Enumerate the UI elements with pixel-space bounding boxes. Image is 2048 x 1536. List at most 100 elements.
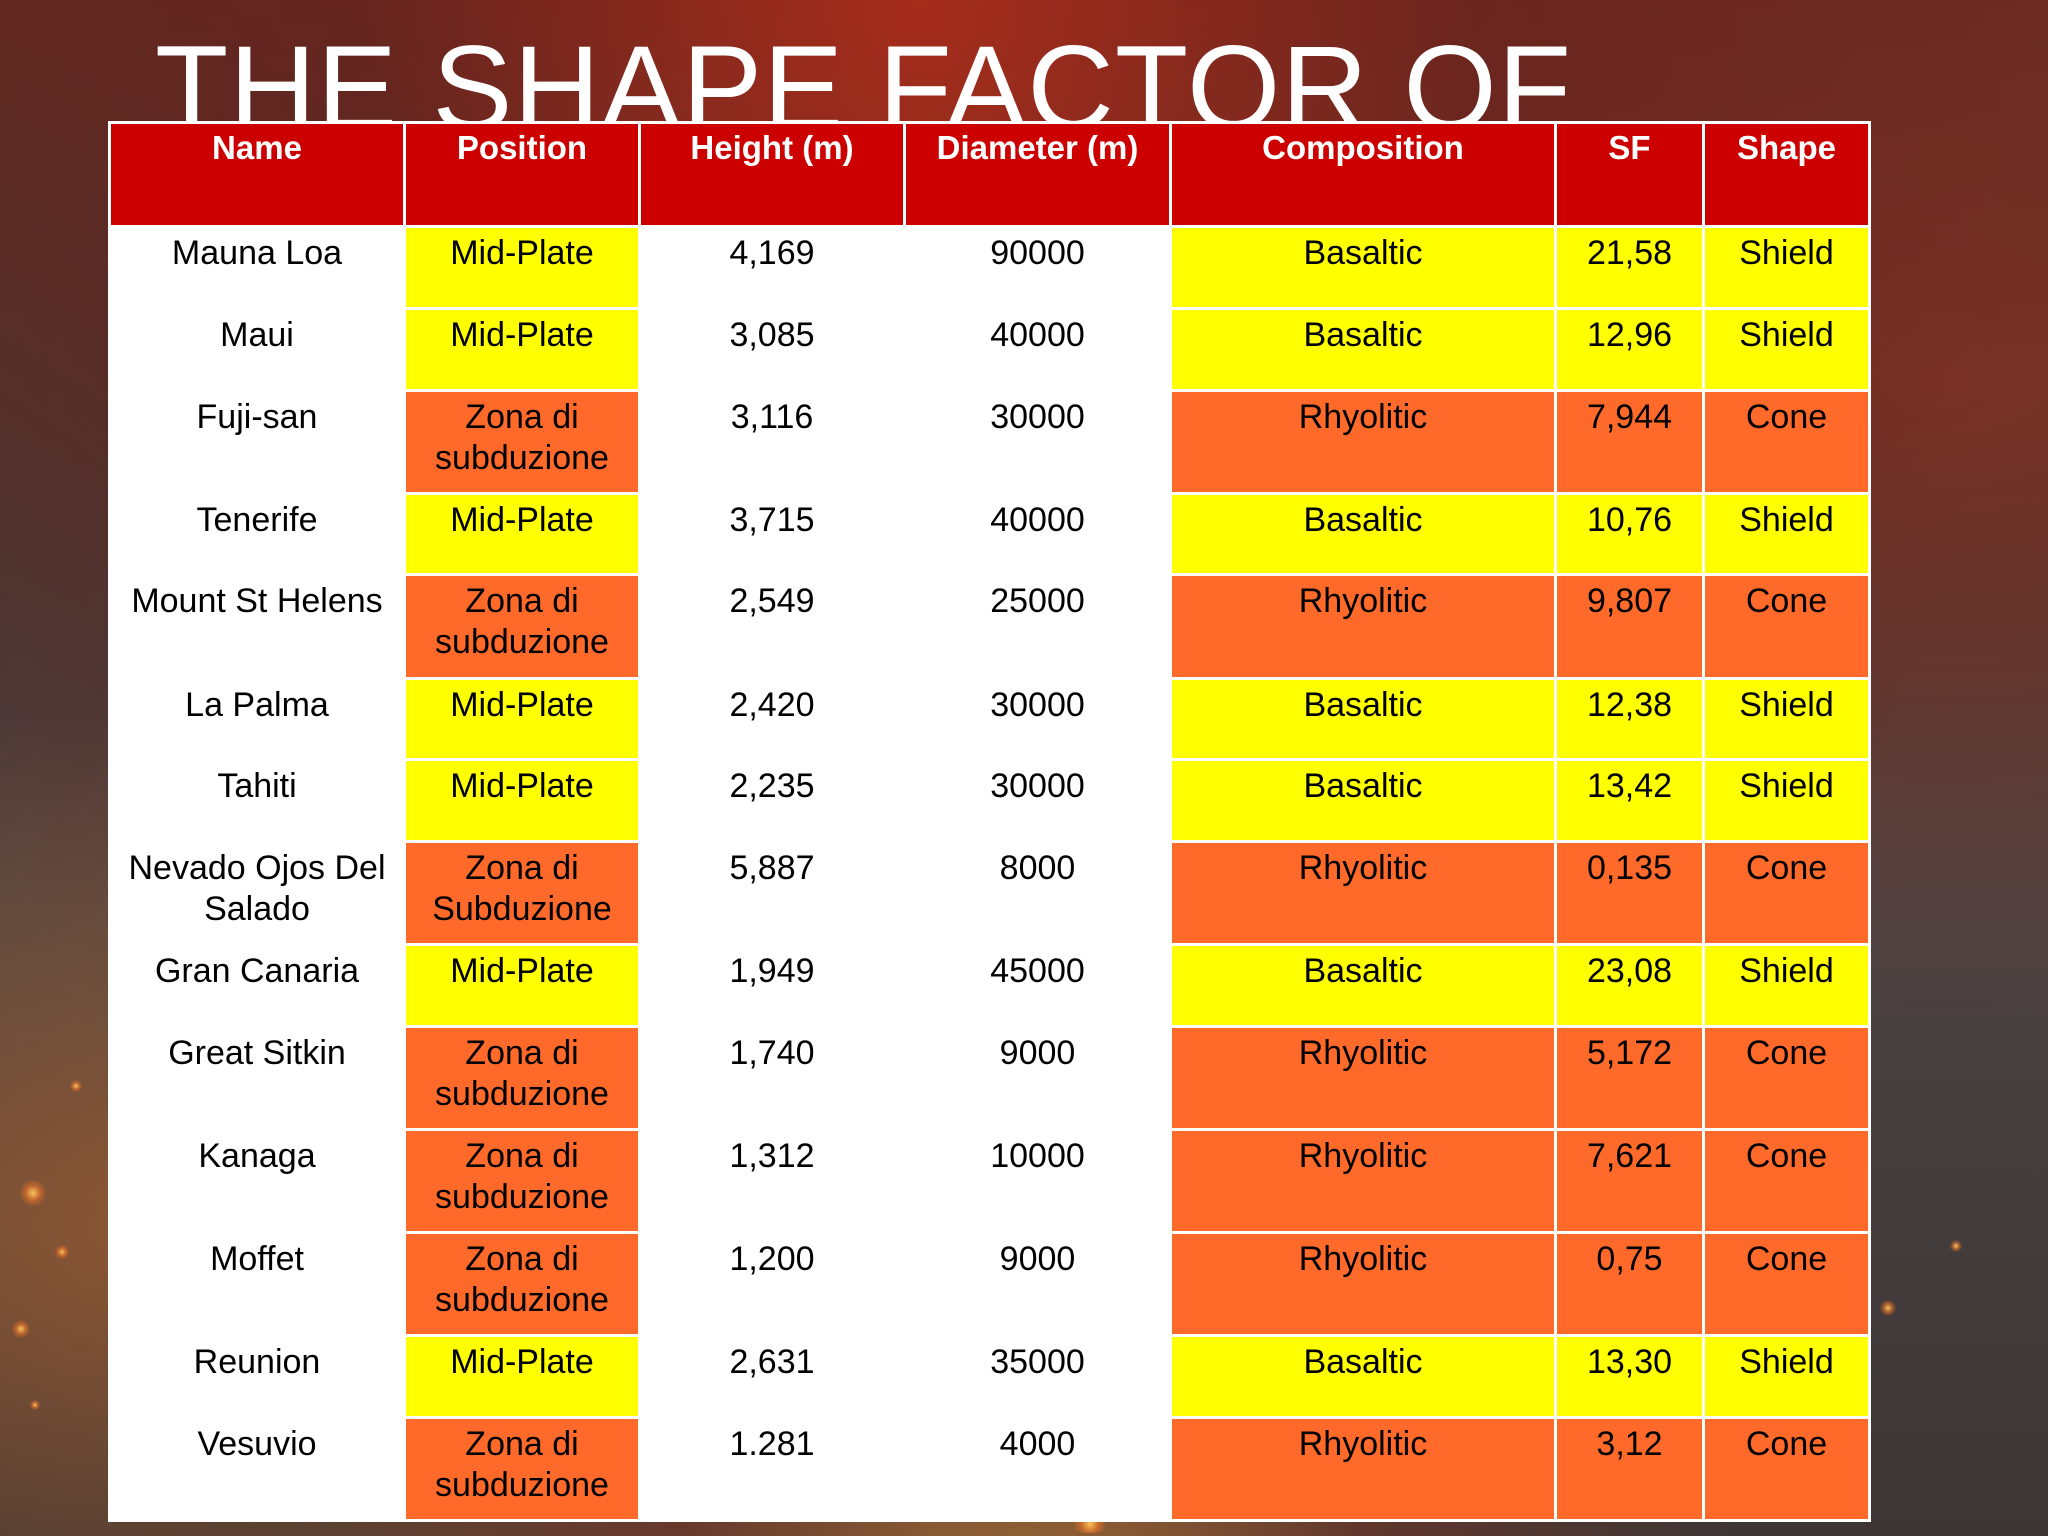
cell-composition: Rhyolitic [1169, 840, 1557, 947]
cell-sf: 7,944 [1554, 388, 1705, 495]
cell-diameter: 10000 [903, 1127, 1172, 1235]
cell-height: 1,312 [638, 1127, 906, 1235]
cell-position: Mid-Plate [403, 225, 641, 310]
cell-shape: Cone [1702, 573, 1871, 680]
cell-diameter: 25000 [903, 573, 1172, 680]
cell-composition: Rhyolitic [1169, 1231, 1557, 1338]
cell-diameter: 35000 [903, 1334, 1172, 1419]
table-row: Vesuvio Zona di subduzione 1.281 4000 Rh… [108, 1415, 1871, 1523]
table-row: Nevado Ojos Del Salado Zona di Subduzion… [108, 840, 1871, 947]
background-spark [1880, 1300, 1896, 1316]
cell-composition: Basaltic [1169, 758, 1557, 844]
cell-position: Mid-Plate [403, 306, 641, 392]
cell-height: 3,715 [638, 491, 906, 577]
cell-height: 1,949 [638, 943, 906, 1028]
cell-name: Tenerife [108, 491, 406, 577]
column-header-height: Height (m) [638, 121, 906, 228]
background-spark [20, 1180, 46, 1206]
cell-height: 4,169 [638, 225, 906, 310]
cell-height: 2,631 [638, 1334, 906, 1419]
cell-sf: 0,135 [1554, 840, 1705, 947]
cell-position: Mid-Plate [403, 676, 641, 762]
cell-name: Vesuvio [108, 1415, 406, 1523]
cell-height: 1,740 [638, 1024, 906, 1132]
column-header-composition: Composition [1169, 121, 1557, 228]
cell-name: Reunion [108, 1334, 406, 1419]
cell-name: Mauna Loa [108, 225, 406, 310]
cell-sf: 5,172 [1554, 1024, 1705, 1132]
volcano-table-container: Name Position Height (m) Diameter (m) Co… [108, 121, 1871, 1523]
background-spark [70, 1080, 82, 1092]
cell-composition: Basaltic [1169, 1334, 1557, 1419]
cell-position: Mid-Plate [403, 1334, 641, 1419]
cell-height: 2,235 [638, 758, 906, 844]
cell-position: Zona di subduzione [403, 573, 641, 680]
cell-name: Mount St Helens [108, 573, 406, 680]
cell-position: Zona di subduzione [403, 1415, 641, 1523]
cell-height: 3,085 [638, 306, 906, 392]
cell-name: Maui [108, 306, 406, 392]
cell-position: Mid-Plate [403, 491, 641, 577]
cell-shape: Cone [1702, 388, 1871, 495]
cell-shape: Shield [1702, 225, 1871, 310]
cell-height: 2,420 [638, 676, 906, 762]
column-header-sf: SF [1554, 121, 1705, 228]
cell-composition: Basaltic [1169, 943, 1557, 1028]
cell-name: Fuji-san [108, 388, 406, 495]
cell-position: Zona di subduzione [403, 388, 641, 495]
cell-height: 1.281 [638, 1415, 906, 1523]
cell-diameter: 40000 [903, 306, 1172, 392]
column-header-diameter: Diameter (m) [903, 121, 1172, 228]
cell-name: Gran Canaria [108, 943, 406, 1028]
table-row: Mount St Helens Zona di subduzione 2,549… [108, 573, 1871, 680]
cell-sf: 3,12 [1554, 1415, 1705, 1523]
column-header-shape: Shape [1702, 121, 1871, 228]
cell-height: 1,200 [638, 1231, 906, 1338]
cell-sf: 10,76 [1554, 491, 1705, 577]
cell-name: Kanaga [108, 1127, 406, 1235]
table-header-row: Name Position Height (m) Diameter (m) Co… [108, 121, 1871, 228]
cell-diameter: 30000 [903, 388, 1172, 495]
table-row: Reunion Mid-Plate 2,631 35000 Basaltic 1… [108, 1334, 1871, 1419]
cell-name: La Palma [108, 676, 406, 762]
table-row: Kanaga Zona di subduzione 1,312 10000 Rh… [108, 1127, 1871, 1235]
cell-shape: Shield [1702, 306, 1871, 392]
table-row: La Palma Mid-Plate 2,420 30000 Basaltic … [108, 676, 1871, 762]
cell-diameter: 40000 [903, 491, 1172, 577]
cell-name: Great Sitkin [108, 1024, 406, 1132]
cell-sf: 13,42 [1554, 758, 1705, 844]
cell-composition: Basaltic [1169, 306, 1557, 392]
table-row: Maui Mid-Plate 3,085 40000 Basaltic 12,9… [108, 306, 1871, 392]
cell-diameter: 9000 [903, 1024, 1172, 1132]
background-spark [12, 1320, 30, 1338]
cell-position: Zona di Subduzione [403, 840, 641, 947]
cell-diameter: 9000 [903, 1231, 1172, 1338]
cell-sf: 12,96 [1554, 306, 1705, 392]
table-row: Fuji-san Zona di subduzione 3,116 30000 … [108, 388, 1871, 495]
cell-sf: 21,58 [1554, 225, 1705, 310]
cell-composition: Rhyolitic [1169, 573, 1557, 680]
cell-height: 2,549 [638, 573, 906, 680]
cell-position: Zona di subduzione [403, 1024, 641, 1132]
cell-name: Nevado Ojos Del Salado [108, 840, 406, 947]
cell-composition: Rhyolitic [1169, 388, 1557, 495]
cell-position: Zona di subduzione [403, 1127, 641, 1235]
cell-diameter: 90000 [903, 225, 1172, 310]
cell-shape: Cone [1702, 1024, 1871, 1132]
cell-shape: Shield [1702, 1334, 1871, 1419]
cell-name: Moffet [108, 1231, 406, 1338]
cell-diameter: 30000 [903, 676, 1172, 762]
cell-shape: Shield [1702, 491, 1871, 577]
cell-diameter: 45000 [903, 943, 1172, 1028]
cell-shape: Shield [1702, 676, 1871, 762]
table-row: Mauna Loa Mid-Plate 4,169 90000 Basaltic… [108, 225, 1871, 310]
cell-composition: Rhyolitic [1169, 1127, 1557, 1235]
cell-shape: Shield [1702, 758, 1871, 844]
cell-composition: Rhyolitic [1169, 1415, 1557, 1523]
cell-position: Mid-Plate [403, 758, 641, 844]
cell-sf: 7,621 [1554, 1127, 1705, 1235]
cell-height: 5,887 [638, 840, 906, 947]
cell-sf: 23,08 [1554, 943, 1705, 1028]
volcano-table: Name Position Height (m) Diameter (m) Co… [108, 121, 1871, 1523]
background-spark [30, 1400, 40, 1410]
